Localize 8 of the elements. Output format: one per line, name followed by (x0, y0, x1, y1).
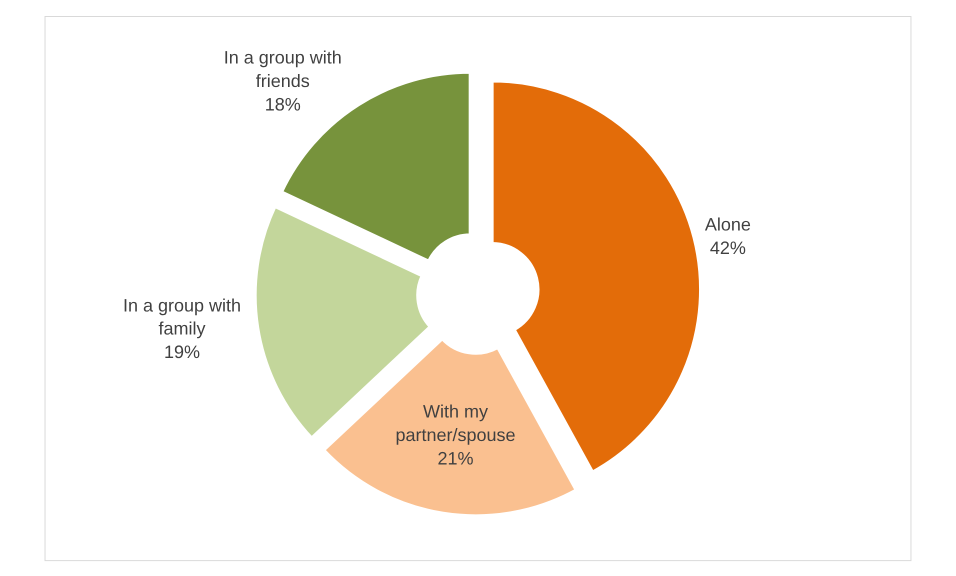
data-label: 21% (437, 448, 474, 468)
slice-label: In a group with family (122, 295, 242, 339)
data-label: 42% (710, 238, 746, 258)
slice-label: With my partner/spouse (395, 402, 516, 446)
data-label: 19% (164, 342, 200, 362)
data-label: 18% (264, 94, 301, 114)
slice-label: In a group with friends (224, 48, 342, 91)
slice-label: Alone (704, 214, 751, 234)
